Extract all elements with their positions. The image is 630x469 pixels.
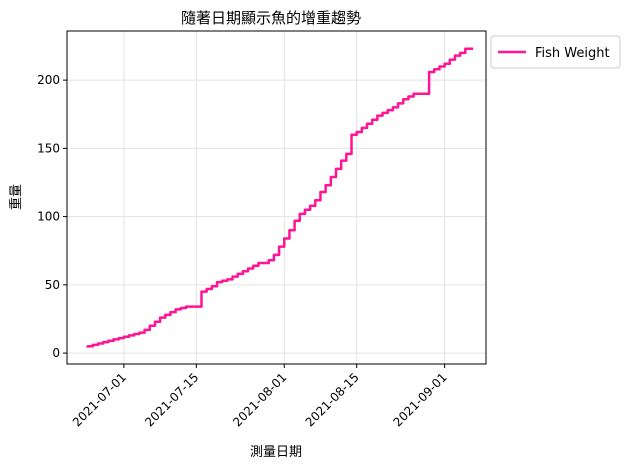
legend-label: Fish Weight <box>535 46 610 61</box>
legend: Fish Weight <box>490 35 621 69</box>
y-axis: 0 50 100 150 200 <box>37 73 67 360</box>
y-axis-title: 重量 <box>8 184 24 210</box>
series-line <box>86 47 474 348</box>
x-axis-title: 測量日期 <box>250 445 302 460</box>
y-tick-label: 100 <box>37 210 60 224</box>
y-tick-label: 0 <box>52 346 60 360</box>
plot-frame <box>66 30 487 365</box>
y-tick-label: 150 <box>37 141 60 155</box>
series-line-layer <box>86 47 474 348</box>
legend-frame <box>490 35 621 69</box>
y-tick-label: 200 <box>37 73 60 87</box>
y-tick-label: 50 <box>45 278 60 292</box>
chart-title: 隨著日期顯示魚的增重趨勢 <box>181 9 361 27</box>
grid-lines <box>67 31 486 364</box>
